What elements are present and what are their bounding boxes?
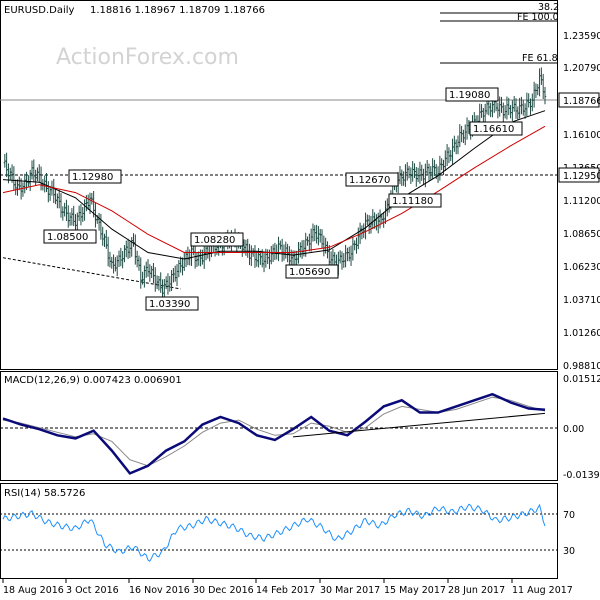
rsi-panel-frame [0,483,558,579]
chart-ohlc: 1.18816 1.18967 1.18709 1.18766 [90,5,265,16]
price-tick: 1.20790 [563,63,600,74]
x-tick: 30 Dec 2016 [193,585,254,596]
fib-label-fe-100: FE 100.0 [517,12,559,23]
price-tick: 1.06230 [563,262,600,273]
chart-symbol: EURUSD.Daily [4,5,75,16]
price-annotations: 1.12980 1.08500 1.03390 1.08280 1.05690 … [43,87,523,311]
label-box [145,296,199,311]
price-tick: 1.11200 [563,196,600,207]
x-tick: 28 Jun 2017 [448,585,505,596]
price-label: 1.12980 [72,172,113,183]
ma-slow-line [2,125,546,253]
support-price-label: 1.12950 [563,171,600,182]
price-label: 1.11180 [392,196,433,207]
macd-title: MACD(12,26,9) 0.007423 0.006901 [4,375,182,386]
label-box [469,121,523,136]
label-box [445,87,499,102]
current-price-label: 1.18766 [563,96,600,107]
macd-panel-frame [0,371,558,481]
macd-tick: 0.00 [563,424,584,435]
price-label: 1.19080 [449,90,490,101]
price-axis: 1.23590 1.20790 1.18766 1.16100 1.13650 … [558,31,600,372]
trendline-segment [2,257,181,290]
label-box [68,169,122,184]
macd-main-line [2,392,546,475]
macd-lines [2,392,546,475]
price-bar [543,87,547,105]
ma-fast-line [2,110,546,260]
x-axis: 18 Aug 2016 3 Oct 2016 16 Nov 2016 30 De… [2,579,573,596]
price-panel-frame [0,0,558,370]
watermark: ActionForex.com [56,45,239,70]
rsi-title: RSI(14) 58.5726 [4,488,85,499]
fib-label-fe-61-8: FE 61.8 [522,53,558,64]
price-trendline [2,257,181,290]
label-box [388,193,442,208]
price-label: 1.16610 [473,124,514,135]
price-tick: 0.98810 [563,361,600,372]
price-label: 1.03390 [149,299,190,310]
price-label: 1.12670 [349,175,390,186]
price-tick: 1.16100 [563,130,600,141]
price-label: 1.08500 [47,232,88,243]
label-box [43,229,97,244]
label-box [190,232,244,247]
price-tick: 1.03710 [563,295,600,306]
price-tick: 1.01260 [563,328,600,339]
rsi-series-line [2,503,546,562]
current-price-box [558,92,600,108]
x-tick: 3 Oct 2016 [66,585,119,596]
price-label: 1.05690 [289,267,330,278]
x-tick: 18 Aug 2016 [3,585,64,596]
label-box [285,264,339,279]
x-tick: 15 May 2017 [384,585,446,596]
macd-signal-line [2,396,546,467]
macd-trendline [292,412,546,438]
x-tick: 16 Nov 2016 [129,585,190,596]
macd-tick: -0.013938 [563,470,600,481]
price-tick: 1.08650 [563,229,600,240]
label-box [345,172,399,187]
macd-tick: 0.01512 [563,374,600,385]
x-tick: 14 Feb 2017 [256,585,315,596]
rsi-line [2,503,546,562]
support-price-box [558,167,600,183]
x-tick: 30 Mar 2017 [320,585,380,596]
fib-label-38-2: 38.2 [538,2,559,13]
rsi-tick: 70 [563,510,575,521]
rsi-tick: 30 [563,546,575,557]
x-tick: 11 Aug 2017 [512,585,573,596]
price-label: 1.08280 [194,235,235,246]
price-tick: 1.23590 [563,31,600,42]
moving-averages [2,110,546,260]
